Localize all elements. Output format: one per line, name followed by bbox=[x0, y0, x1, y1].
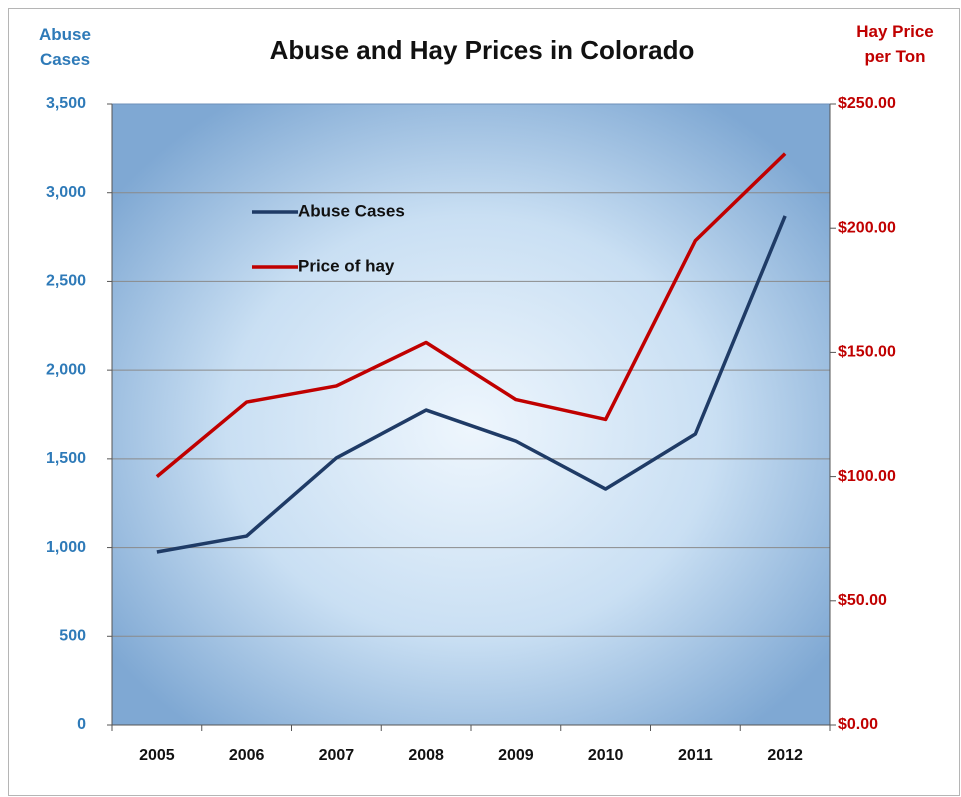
y2-tick-label: $150.00 bbox=[838, 344, 896, 361]
legend-label: Price of hay bbox=[298, 256, 395, 275]
chart-title: Abuse and Hay Prices in Colorado bbox=[270, 35, 695, 65]
x-tick-label: 2006 bbox=[229, 747, 265, 764]
series-line bbox=[156, 215, 787, 554]
y-tick-label: 2,500 bbox=[46, 273, 86, 290]
x-tick-label: 2008 bbox=[408, 747, 444, 764]
y-tick-label: 2,000 bbox=[46, 361, 86, 378]
y-tick-label: 3,000 bbox=[46, 184, 86, 201]
y2-axis-title: Hay Price per Ton bbox=[856, 22, 934, 66]
y2-tick-label: $250.00 bbox=[838, 95, 896, 112]
y2-tick-label: $50.00 bbox=[838, 592, 887, 609]
x-tick-label: 2012 bbox=[767, 747, 803, 764]
legend-label: Abuse Cases bbox=[298, 201, 405, 220]
y-tick-label: 3,500 bbox=[46, 95, 86, 112]
x-tick-label: 2010 bbox=[588, 747, 624, 764]
y-tick-label: 1,500 bbox=[46, 450, 86, 467]
x-tick-label: 2009 bbox=[498, 747, 534, 764]
y2-tick-label: $100.00 bbox=[838, 468, 896, 485]
y-tick-label: 500 bbox=[59, 628, 86, 645]
plot-area bbox=[111, 103, 831, 726]
x-tick-label: 2011 bbox=[678, 747, 713, 764]
y-tick-label: 0 bbox=[77, 716, 86, 733]
series-line bbox=[155, 152, 787, 478]
x-tick-label: 2007 bbox=[319, 747, 355, 764]
y-axis-title: Abuse Cases bbox=[39, 25, 91, 69]
y2-tick-label: $0.00 bbox=[838, 716, 878, 733]
x-tick-label: 2005 bbox=[139, 747, 175, 764]
y-tick-label: 1,000 bbox=[46, 539, 86, 556]
y2-tick-label: $200.00 bbox=[838, 219, 896, 236]
frame bbox=[8, 8, 960, 796]
